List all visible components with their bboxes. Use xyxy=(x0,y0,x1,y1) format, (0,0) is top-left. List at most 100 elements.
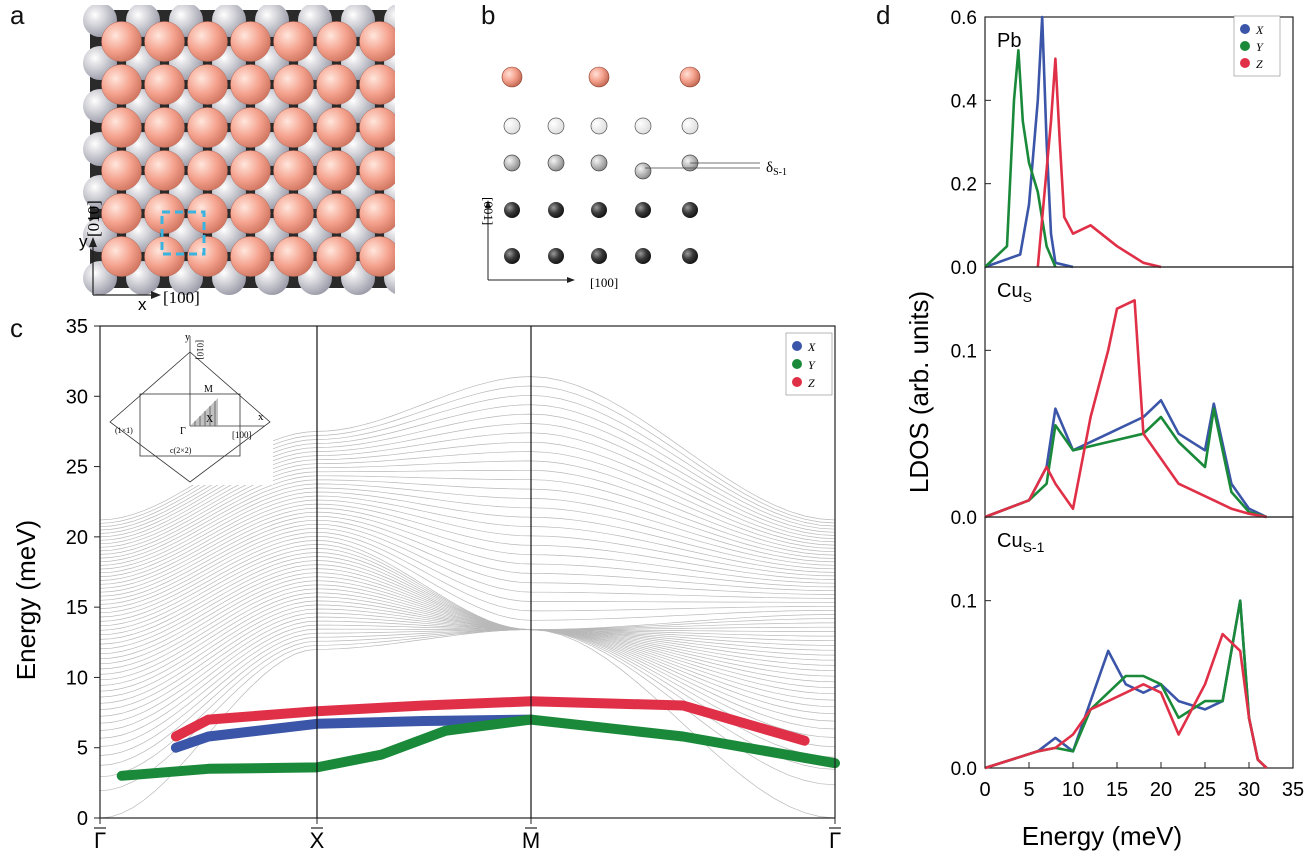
pb-atom xyxy=(273,21,314,62)
d-subplot-label: CuS xyxy=(997,280,1032,305)
pb-atom xyxy=(144,107,185,148)
pb-atom xyxy=(187,193,228,234)
c-ytick: 10 xyxy=(66,667,88,689)
ldos-z xyxy=(984,632,1268,770)
pb-atom xyxy=(230,21,271,62)
ldos-y xyxy=(984,48,1057,268)
d-ytick: 0.0 xyxy=(951,508,977,529)
inset-c2x2: c(2×2) xyxy=(170,446,192,455)
panel-c-dispersion: Energy (meV) 0 5 10 15 20 25 30 35 Γ X M Γ y [010]… xyxy=(11,316,841,851)
inset-010: [010] xyxy=(195,340,205,360)
d-xtick: 20 xyxy=(1150,779,1172,801)
d-legend-z: Z xyxy=(1256,57,1263,71)
c-xtick: M xyxy=(522,828,540,851)
direction-001-label: [001] xyxy=(481,197,496,225)
pb-atom xyxy=(316,150,357,191)
d-ytick: 0.6 xyxy=(951,8,977,29)
pb-atom xyxy=(273,107,314,148)
pb-atom xyxy=(316,107,357,148)
pb-atom xyxy=(501,66,523,88)
cu-atom-s1 xyxy=(547,154,565,172)
c-ytick: 25 xyxy=(66,457,88,479)
layer-atoms xyxy=(501,66,701,264)
inset-y: y xyxy=(185,332,190,343)
ldos-z xyxy=(984,298,1267,519)
x-direction-label: [100] xyxy=(163,288,200,307)
pb-atom xyxy=(101,236,142,277)
panel-c-ylabel: Energy (meV) xyxy=(11,520,41,680)
pb-atom xyxy=(101,21,142,62)
ldos-x xyxy=(984,15,1074,269)
mode-z xyxy=(170,696,810,746)
ldos-x xyxy=(984,398,1268,519)
cu-atom-s2 xyxy=(682,202,698,218)
delta-label: δS-1 xyxy=(766,160,787,178)
d-legend-x: X xyxy=(1255,23,1264,37)
inset-x: x xyxy=(258,411,264,423)
pb-atom xyxy=(273,64,314,105)
panel-d-ylabel: LDOS (arb. units) xyxy=(904,291,934,493)
d-xtick: 10 xyxy=(1062,779,1084,801)
legend-x: X xyxy=(807,340,816,354)
surface-atoms xyxy=(83,5,395,295)
mode-y xyxy=(116,714,840,781)
c-xtick: Γ xyxy=(829,828,841,851)
pb-atom xyxy=(359,107,395,148)
cu-atom-top xyxy=(547,117,565,135)
d-subplot-label: Pb xyxy=(997,30,1021,52)
pb-atom xyxy=(588,66,610,88)
pb-atom xyxy=(187,21,228,62)
panel-d-ldos: LDOS (arb. units) 0.0 0.2 0.4 0.6 Pb 0.0 0.1 Cu… xyxy=(904,8,1304,851)
pb-atom xyxy=(187,64,228,105)
pb-atom xyxy=(101,150,142,191)
pb-atom xyxy=(359,64,395,105)
d-xtick: 30 xyxy=(1238,779,1260,801)
ldos-z xyxy=(1036,57,1162,269)
panel-d-xlabel: Energy (meV) xyxy=(1022,821,1182,851)
cu-atom-s1 xyxy=(590,154,608,172)
pb-atom xyxy=(230,64,271,105)
pb-atom xyxy=(187,107,228,148)
d-ytick: 0.4 xyxy=(951,91,978,112)
inset-gamma: Γ xyxy=(180,426,186,437)
pb-atom xyxy=(273,236,314,277)
c-ytick: 35 xyxy=(66,316,88,338)
pb-atom xyxy=(187,236,228,277)
cu-atom-top xyxy=(634,117,652,135)
pb-atom xyxy=(144,236,185,277)
pb-atom xyxy=(230,107,271,148)
cu-atom-s3 xyxy=(591,248,607,264)
inset-m: M xyxy=(204,384,213,395)
direction-100-label: [100] xyxy=(590,275,618,290)
ldos-y xyxy=(984,407,1267,519)
pb-atom xyxy=(273,193,314,234)
pb-atom xyxy=(101,64,142,105)
pb-atom xyxy=(230,193,271,234)
panel-c-yticks: 0 5 10 15 20 25 30 35 xyxy=(66,316,100,830)
cu-atom-s1 xyxy=(634,162,652,180)
cu-atom-s3 xyxy=(682,248,698,264)
c-ytick: 15 xyxy=(66,597,88,619)
pb-atom xyxy=(359,150,395,191)
cu-atom-s1 xyxy=(503,154,521,172)
y-axis-letter: y xyxy=(79,232,88,251)
pb-atom xyxy=(144,21,185,62)
cu-atom-s3 xyxy=(504,248,520,264)
d-ytick: 0.1 xyxy=(951,592,977,613)
pb-atom xyxy=(359,236,395,277)
panel-c-legend: X Y Z xyxy=(785,332,833,396)
cu-atom-s2 xyxy=(504,202,520,218)
d-legend-y: Y xyxy=(1256,40,1264,54)
panel-a-label: a xyxy=(10,0,25,30)
d-xtick: 5 xyxy=(1023,779,1034,801)
pb-atom xyxy=(144,64,185,105)
d-ytick: 0.1 xyxy=(951,341,977,362)
pb-atom xyxy=(144,150,185,191)
pb-atom xyxy=(101,193,142,234)
c-xtick: Γ xyxy=(94,828,106,851)
cu-atom-s3 xyxy=(635,248,651,264)
panel-b-side-view: δS-1 [001] [100] xyxy=(481,66,787,290)
d-xtick: 15 xyxy=(1106,779,1128,801)
panel-c-label: c xyxy=(10,313,23,343)
